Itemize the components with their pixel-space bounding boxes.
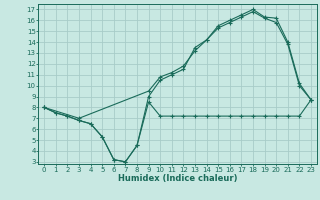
X-axis label: Humidex (Indice chaleur): Humidex (Indice chaleur) bbox=[118, 174, 237, 183]
